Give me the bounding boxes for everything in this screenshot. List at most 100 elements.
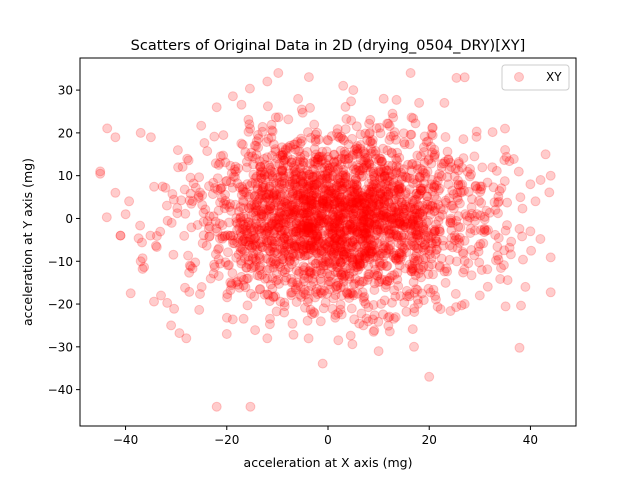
- data-point: [341, 248, 352, 259]
- data-point: [310, 134, 321, 145]
- data-point: [438, 204, 449, 215]
- data-point: [373, 277, 384, 288]
- x-axis-label: acceleration at X axis (mg): [244, 455, 413, 470]
- data-point: [338, 212, 349, 223]
- data-point: [352, 259, 363, 270]
- data-point: [334, 201, 345, 212]
- data-point: [355, 143, 366, 154]
- data-point: [400, 171, 411, 182]
- data-point: [258, 182, 269, 193]
- data-point: [462, 166, 473, 177]
- data-point: [430, 290, 441, 301]
- data-point: [383, 165, 394, 176]
- data-point: [279, 267, 290, 278]
- data-point: [102, 123, 113, 134]
- data-point: [438, 240, 449, 251]
- data-point: [369, 201, 379, 212]
- data-point: [444, 164, 455, 175]
- data-point: [221, 312, 232, 323]
- data-point: [379, 236, 390, 247]
- data-point: [449, 171, 460, 182]
- data-point: [379, 198, 390, 209]
- data-point: [332, 206, 342, 217]
- data-point: [328, 171, 339, 182]
- data-point: [196, 282, 207, 292]
- data-point: [337, 235, 347, 246]
- data-point: [219, 203, 230, 214]
- data-point: [329, 199, 340, 210]
- data-point: [314, 208, 325, 219]
- data-point: [384, 224, 394, 235]
- data-point: [328, 192, 339, 203]
- data-point: [330, 258, 340, 269]
- data-point: [382, 212, 393, 223]
- data-point: [241, 228, 252, 239]
- data-point: [352, 180, 362, 191]
- data-point: [265, 279, 276, 290]
- data-point: [276, 199, 287, 210]
- data-point: [442, 172, 453, 182]
- data-point: [378, 227, 389, 237]
- data-point: [251, 136, 262, 147]
- data-point: [471, 131, 482, 142]
- data-point: [339, 154, 350, 164]
- data-point: [349, 144, 360, 155]
- data-point: [391, 230, 402, 241]
- data-point: [349, 214, 359, 225]
- data-point: [95, 168, 106, 179]
- data-point: [417, 242, 428, 253]
- data-point: [319, 185, 330, 196]
- data-point: [354, 194, 365, 205]
- data-point: [264, 221, 275, 232]
- data-point: [229, 238, 240, 249]
- data-point: [418, 221, 429, 232]
- data-point: [294, 194, 305, 205]
- data-point: [398, 211, 409, 222]
- data-point: [251, 140, 261, 151]
- data-point: [360, 253, 371, 264]
- data-point: [342, 158, 353, 169]
- data-point: [166, 217, 177, 228]
- data-point: [412, 255, 423, 266]
- data-point: [279, 301, 290, 312]
- data-point: [386, 147, 397, 158]
- data-points: [95, 68, 556, 412]
- data-point: [303, 72, 314, 83]
- data-point: [324, 172, 335, 183]
- data-point: [431, 194, 442, 205]
- data-point: [302, 202, 313, 213]
- data-point: [303, 285, 314, 296]
- data-point: [363, 157, 374, 168]
- data-point: [335, 240, 346, 250]
- data-point: [404, 289, 415, 300]
- data-point: [297, 107, 308, 118]
- data-point: [351, 197, 362, 208]
- data-point: [394, 216, 405, 227]
- data-point: [335, 242, 346, 253]
- data-point: [298, 265, 309, 276]
- data-point: [340, 154, 351, 165]
- data-point: [440, 132, 451, 142]
- data-point: [277, 250, 288, 261]
- data-point: [286, 259, 297, 270]
- data-point: [378, 93, 389, 104]
- data-point: [322, 201, 333, 212]
- data-point: [351, 121, 362, 132]
- data-point: [186, 222, 197, 233]
- data-point: [254, 271, 265, 281]
- data-point: [290, 144, 301, 155]
- data-point: [312, 229, 323, 239]
- data-point: [475, 186, 486, 197]
- data-point: [369, 244, 380, 255]
- data-point: [298, 288, 309, 298]
- data-point: [525, 179, 536, 190]
- data-point: [496, 263, 506, 273]
- data-point: [192, 220, 203, 230]
- data-point: [177, 161, 188, 172]
- data-point: [254, 193, 265, 204]
- data-point: [351, 164, 362, 175]
- data-point: [417, 237, 428, 248]
- data-point: [545, 170, 556, 181]
- data-point: [362, 205, 373, 216]
- data-point: [377, 211, 388, 222]
